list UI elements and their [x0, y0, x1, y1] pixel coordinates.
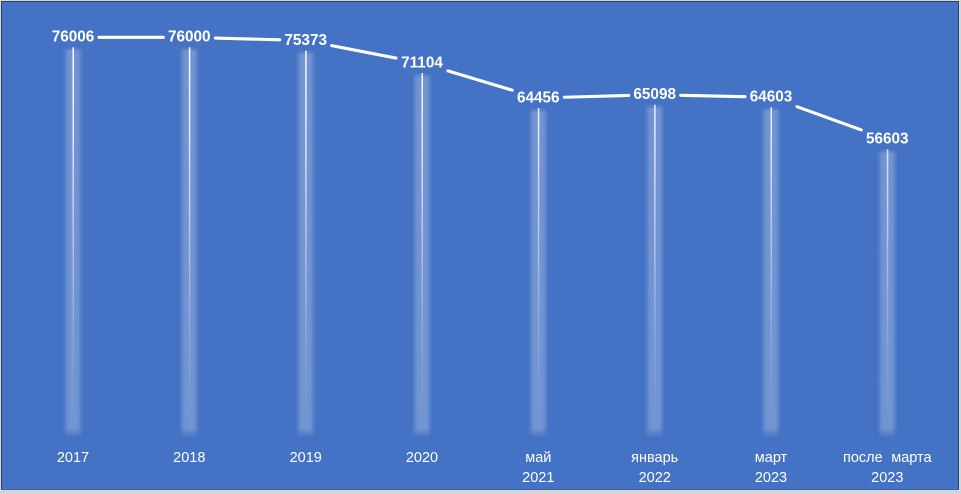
svg-text:2018: 2018 [173, 450, 205, 466]
svg-text:56603: 56603 [866, 131, 909, 148]
svg-text:75373: 75373 [284, 32, 327, 49]
svg-text:после марта: после марта [843, 450, 932, 466]
svg-text:2020: 2020 [406, 450, 438, 466]
svg-text:2017: 2017 [57, 450, 89, 466]
svg-text:76000: 76000 [168, 29, 211, 46]
svg-text:2019: 2019 [290, 450, 322, 466]
svg-text:2023: 2023 [871, 470, 903, 486]
svg-text:76006: 76006 [52, 29, 95, 46]
svg-text:65098: 65098 [633, 86, 676, 103]
svg-text:январь: январь [631, 450, 678, 466]
svg-text:64456: 64456 [517, 89, 560, 106]
svg-text:март: март [755, 450, 788, 466]
svg-text:2023: 2023 [755, 470, 787, 486]
svg-text:2022: 2022 [639, 470, 671, 486]
svg-text:71104: 71104 [401, 54, 443, 71]
svg-text:64603: 64603 [750, 89, 793, 106]
svg-text:май: май [525, 450, 551, 466]
svg-text:2021: 2021 [522, 470, 554, 486]
